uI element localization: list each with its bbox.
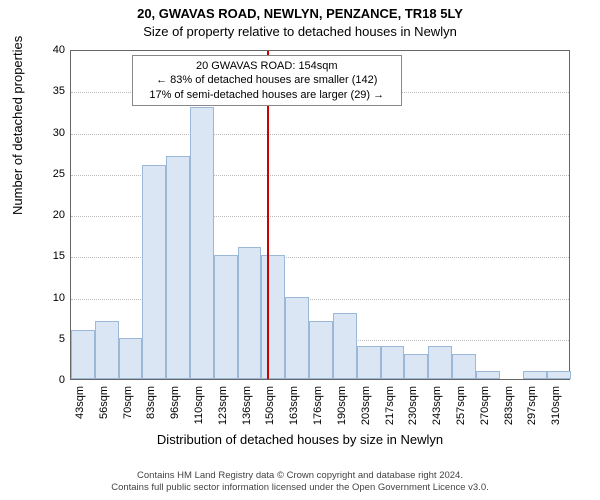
histogram-bar: [381, 346, 405, 379]
y-tick-label: 0: [35, 374, 65, 386]
annotation-line1: 20 GWAVAS ROAD: 154sqm: [139, 59, 395, 73]
x-tick-label: 203sqm: [360, 386, 372, 430]
x-tick-label: 297sqm: [526, 386, 538, 430]
histogram-bar: [285, 297, 309, 380]
x-tick-label: 310sqm: [550, 386, 562, 430]
histogram-bar: [238, 247, 262, 379]
histogram-bar: [452, 354, 476, 379]
x-tick-label: 270sqm: [479, 386, 491, 430]
x-tick-label: 230sqm: [407, 386, 419, 430]
y-tick-label: 25: [35, 168, 65, 180]
x-tick-label: 243sqm: [431, 386, 443, 430]
x-tick-label: 176sqm: [312, 386, 324, 430]
histogram-bar: [309, 321, 333, 379]
histogram-bar: [119, 338, 143, 379]
y-axis-label: Number of detached properties: [10, 36, 25, 215]
histogram-bar: [523, 371, 547, 379]
annotation-line2: ← 83% of detached houses are smaller (14…: [139, 73, 395, 87]
copyright-footer: Contains HM Land Registry data © Crown c…: [0, 470, 600, 494]
y-tick-label: 20: [35, 209, 65, 221]
x-tick-label: 56sqm: [98, 386, 110, 430]
x-tick-label: 257sqm: [455, 386, 467, 430]
x-tick-label: 70sqm: [122, 386, 134, 430]
histogram-bar: [142, 165, 166, 380]
histogram-bar: [261, 255, 285, 379]
x-tick-label: 83sqm: [145, 386, 157, 430]
x-tick-label: 123sqm: [217, 386, 229, 430]
x-tick-label: 190sqm: [336, 386, 348, 430]
chart-title-address: 20, GWAVAS ROAD, NEWLYN, PENZANCE, TR18 …: [0, 6, 600, 21]
histogram-bar: [190, 107, 214, 379]
histogram-bar: [357, 346, 381, 379]
x-tick-label: 110sqm: [193, 386, 205, 430]
footer-line1: Contains HM Land Registry data © Crown c…: [0, 470, 600, 482]
x-tick-label: 136sqm: [241, 386, 253, 430]
x-tick-label: 150sqm: [264, 386, 276, 430]
histogram-bar: [404, 354, 428, 379]
x-tick-label: 217sqm: [384, 386, 396, 430]
histogram-bar: [476, 371, 500, 379]
y-tick-label: 40: [35, 44, 65, 56]
annotation-line3: 17% of semi-detached houses are larger (…: [139, 88, 395, 102]
y-tick-label: 30: [35, 127, 65, 139]
x-axis-label: Distribution of detached houses by size …: [0, 432, 600, 447]
y-tick-label: 5: [35, 333, 65, 345]
x-tick-label: 283sqm: [503, 386, 515, 430]
x-tick-label: 43sqm: [74, 386, 86, 430]
histogram-bar: [166, 156, 190, 379]
histogram-bar: [95, 321, 119, 379]
x-tick-label: 96sqm: [169, 386, 181, 430]
footer-line2: Contains full public sector information …: [0, 482, 600, 494]
x-tick-label: 163sqm: [288, 386, 300, 430]
chart-subtitle: Size of property relative to detached ho…: [0, 24, 600, 39]
reference-annotation: 20 GWAVAS ROAD: 154sqm ← 83% of detached…: [132, 55, 402, 106]
histogram-bar: [214, 255, 238, 379]
plot-area: 20 GWAVAS ROAD: 154sqm ← 83% of detached…: [70, 50, 570, 380]
gridline: [71, 134, 569, 135]
histogram-bar: [547, 371, 571, 379]
histogram-bar: [71, 330, 95, 380]
histogram-bar: [428, 346, 452, 379]
y-tick-label: 15: [35, 250, 65, 262]
y-tick-label: 35: [35, 85, 65, 97]
histogram-bar: [333, 313, 357, 379]
y-tick-label: 10: [35, 292, 65, 304]
